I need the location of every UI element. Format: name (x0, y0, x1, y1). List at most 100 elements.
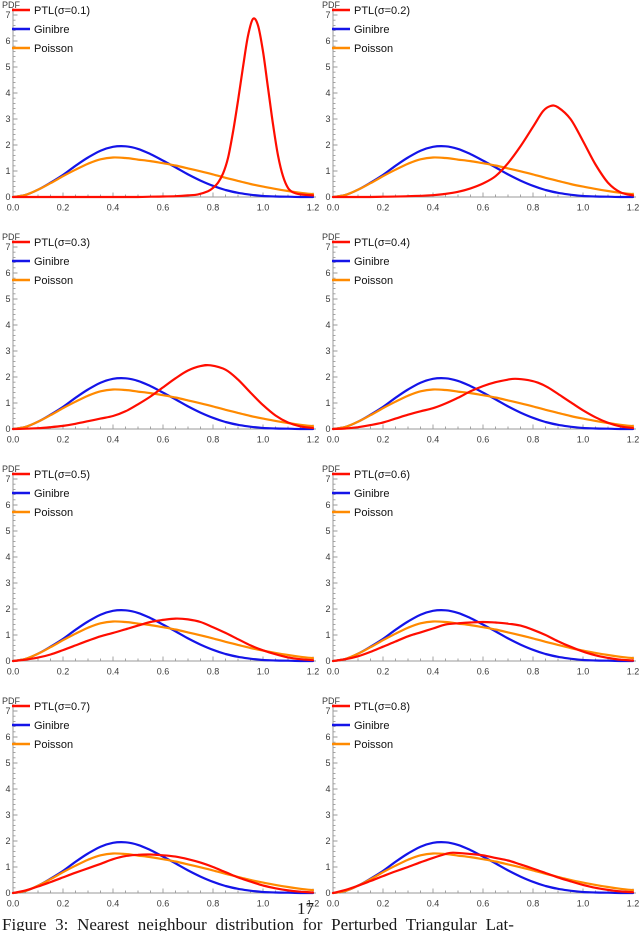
legend-item-ginibre: Ginibre (332, 256, 389, 268)
legend: PTL(σ=0.4) Ginibre Poisson (332, 237, 410, 287)
legend-label: Ginibre (34, 720, 69, 732)
svg-text:7: 7 (5, 706, 10, 716)
svg-text:6: 6 (5, 500, 10, 510)
svg-text:2: 2 (325, 372, 330, 382)
legend-label: Ginibre (34, 24, 69, 36)
legend-label: Poisson (354, 507, 393, 519)
svg-text:1: 1 (5, 862, 10, 872)
svg-text:5: 5 (5, 526, 10, 536)
svg-text:2: 2 (325, 836, 330, 846)
curve-poisson (331, 156, 635, 199)
legend-label: Ginibre (34, 256, 69, 268)
legend-item-poisson: Poisson (12, 275, 73, 287)
svg-text:5: 5 (325, 526, 330, 536)
svg-text:2: 2 (5, 604, 10, 614)
tick-labels: PDF 0 1 2 3 4 5 6 7 0.0 0.2 0.4 0.6 0.8 1.0 1.2 (2, 0, 319, 213)
svg-text:6: 6 (325, 500, 330, 510)
svg-text:1: 1 (325, 862, 330, 872)
svg-text:0.6: 0.6 (477, 667, 490, 677)
legend-label: Poisson (354, 739, 393, 751)
legend-item-ginibre: Ginibre (12, 720, 69, 732)
y-axis-title: PDF (322, 232, 341, 242)
svg-text:0: 0 (5, 656, 10, 666)
svg-text:0.4: 0.4 (427, 667, 440, 677)
y-axis-title: PDF (2, 696, 21, 706)
tick-labels: PDF 0 1 2 3 4 5 6 7 0.0 0.2 0.4 0.6 0.8 1.0 1.2 (322, 464, 639, 677)
page-number: 17 (297, 899, 314, 918)
svg-text:5: 5 (325, 294, 330, 304)
svg-text:0.2: 0.2 (377, 899, 390, 909)
svg-text:1: 1 (5, 166, 10, 176)
curve-ptl (11, 617, 315, 663)
svg-text:1: 1 (5, 398, 10, 408)
tick-labels: PDF 0 1 2 3 4 5 6 7 0.0 0.2 0.4 0.6 0.8 1.0 1.2 (2, 464, 319, 677)
svg-text:1: 1 (5, 630, 10, 640)
curve-poisson (11, 156, 315, 199)
legend-label: PTL(σ=0.2) (354, 5, 410, 17)
svg-text:1.0: 1.0 (257, 667, 270, 677)
axes (332, 240, 636, 430)
y-axis-title: PDF (322, 0, 341, 10)
svg-text:2: 2 (325, 140, 330, 150)
legend-item-poisson: Poisson (332, 739, 393, 751)
svg-text:4: 4 (5, 552, 10, 562)
svg-text:0: 0 (325, 192, 330, 202)
svg-text:0.8: 0.8 (207, 435, 220, 445)
svg-text:0.0: 0.0 (7, 667, 20, 677)
svg-text:7: 7 (325, 474, 330, 484)
svg-text:0.8: 0.8 (207, 203, 220, 213)
tick-labels: PDF 0 1 2 3 4 5 6 7 0.0 0.2 0.4 0.6 0.8 1.0 1.2 (2, 232, 319, 445)
svg-text:1.0: 1.0 (257, 435, 270, 445)
svg-text:0.8: 0.8 (527, 435, 540, 445)
svg-text:0.6: 0.6 (477, 899, 490, 909)
curve-ginibre (331, 145, 635, 199)
svg-text:5: 5 (5, 758, 10, 768)
legend-label: Poisson (354, 275, 393, 287)
legend-item-ptl: PTL(σ=0.2) (332, 5, 410, 17)
svg-text:3: 3 (5, 346, 10, 356)
axes (12, 472, 316, 662)
svg-text:2: 2 (325, 604, 330, 614)
svg-text:0.2: 0.2 (57, 203, 70, 213)
svg-text:7: 7 (325, 706, 330, 716)
svg-text:0.8: 0.8 (207, 667, 220, 677)
subplot-2: PDF 0 1 2 3 4 5 6 7 0.0 0.2 0.4 0.6 0.8 1.0 1.2 PTL(σ=0.… (320, 0, 640, 216)
legend-label: Ginibre (354, 24, 389, 36)
legend-item-poisson: Poisson (332, 507, 393, 519)
curve-ginibre (331, 841, 635, 895)
svg-text:1.2: 1.2 (627, 435, 640, 445)
svg-text:4: 4 (325, 320, 330, 330)
legend-item-poisson: Poisson (12, 43, 73, 55)
svg-text:3: 3 (5, 578, 10, 588)
svg-text:1.0: 1.0 (257, 899, 270, 909)
legend-label: Poisson (354, 43, 393, 55)
curve-ginibre (11, 609, 315, 663)
svg-text:0.6: 0.6 (157, 667, 170, 677)
svg-text:6: 6 (5, 732, 10, 742)
svg-text:6: 6 (325, 732, 330, 742)
svg-text:3: 3 (325, 114, 330, 124)
legend-label: Poisson (34, 739, 73, 751)
svg-text:0.4: 0.4 (107, 203, 120, 213)
svg-text:7: 7 (5, 10, 10, 20)
axes (332, 704, 636, 894)
svg-text:0.4: 0.4 (107, 667, 120, 677)
svg-text:1.0: 1.0 (577, 435, 590, 445)
legend-item-ptl: PTL(σ=0.5) (12, 469, 90, 481)
legend-item-ginibre: Ginibre (332, 24, 389, 36)
curve-ptl (11, 17, 315, 199)
svg-text:0: 0 (325, 656, 330, 666)
legend-label: Poisson (34, 275, 73, 287)
svg-text:1: 1 (325, 398, 330, 408)
legend-item-ginibre: Ginibre (332, 720, 389, 732)
svg-text:0.0: 0.0 (327, 435, 340, 445)
legend-item-ptl: PTL(σ=0.6) (332, 469, 410, 481)
svg-text:3: 3 (325, 810, 330, 820)
curve-ptl (11, 853, 315, 895)
svg-text:0.4: 0.4 (427, 899, 440, 909)
svg-text:5: 5 (5, 294, 10, 304)
tick-labels: PDF 0 1 2 3 4 5 6 7 0.0 0.2 0.4 0.6 0.8 1.0 1.2 (2, 696, 319, 909)
legend: PTL(σ=0.2) Ginibre Poisson (332, 5, 410, 55)
axes (12, 240, 316, 430)
legend-label: PTL(σ=0.7) (34, 701, 90, 713)
